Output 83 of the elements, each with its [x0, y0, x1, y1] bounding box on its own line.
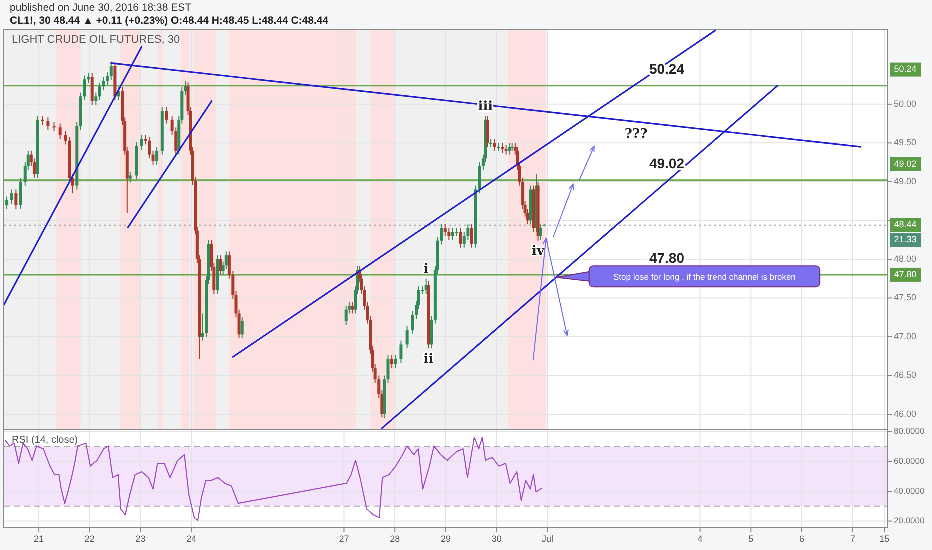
text: 50.24 — [894, 64, 917, 74]
candlestick — [350, 302, 354, 314]
candlestick — [497, 142, 500, 152]
candlestick — [500, 142, 504, 154]
annotation: Stop lose for long , if the trend channel is broken — [614, 272, 796, 282]
text: 49.02 — [894, 158, 917, 169]
x-tick-label: 29 — [440, 534, 451, 544]
candlestick — [64, 131, 68, 146]
x-tick-label: 7 — [850, 534, 856, 544]
candlestick — [411, 310, 414, 334]
candlestick — [508, 142, 512, 156]
candlestick — [52, 122, 56, 132]
ref-line-label: 47.80 — [894, 269, 917, 280]
candlestick — [14, 189, 18, 210]
candlestick — [510, 142, 514, 152]
candlestick — [394, 355, 398, 368]
candlestick — [19, 178, 22, 210]
candlestick — [6, 196, 9, 210]
candlestick — [152, 150, 155, 166]
x-tick-label: 28 — [390, 534, 400, 544]
candlestick — [504, 145, 508, 156]
x-tick-label: 23 — [136, 534, 146, 544]
x-tick-label: 4 — [698, 534, 703, 544]
candlestick — [493, 138, 496, 152]
chart-subtitle: CL1!, 30 48.44 ▲ +0.11 (+0.23%) O:48.44 H:48.45 L:48.44 C:48.44 — [10, 15, 329, 27]
x-tick-label: 22 — [84, 534, 95, 544]
y-tick-label: 49.00 — [894, 176, 917, 186]
text: RSI (14, close) — [12, 435, 78, 446]
y-tick-label: 20.0000 — [894, 516, 925, 526]
x-tick-label: 15 — [880, 534, 890, 544]
candlestick — [94, 92, 98, 106]
candlestick — [406, 326, 409, 350]
candlestick — [400, 340, 403, 364]
x-tick-label: Jul — [542, 534, 554, 544]
candlestick — [444, 224, 447, 237]
candlestick — [165, 107, 168, 124]
annotation: ??? — [624, 126, 648, 142]
candlestick — [41, 116, 44, 126]
candlestick — [10, 189, 14, 205]
text: 47.80 — [649, 250, 685, 266]
text: 21.33 — [894, 234, 917, 245]
line-series — [4, 437, 542, 522]
x-tick-label: 30 — [492, 534, 502, 544]
candlestick — [470, 224, 474, 248]
candlestick — [144, 134, 148, 146]
candlestick — [459, 228, 462, 248]
y-tick-label: 80.0000 — [894, 426, 925, 436]
candlestick — [58, 123, 62, 140]
x-tick-label: 27 — [339, 534, 350, 544]
candlestick — [390, 355, 394, 368]
x-tick-label: 21 — [34, 534, 44, 544]
y-tick-label: 48.00 — [894, 254, 917, 264]
annotation: ii — [424, 352, 434, 367]
candlestick — [128, 171, 132, 184]
y-tick-label: 46.50 — [894, 370, 917, 380]
candlestick — [98, 82, 102, 102]
annotation: iv — [532, 244, 545, 260]
y-tick-label: 47.50 — [894, 292, 917, 303]
ref-line-label: 49.02 — [649, 155, 685, 172]
x-tick-label: 6 — [800, 534, 805, 544]
candlestick — [440, 224, 444, 246]
candlestick — [344, 305, 348, 326]
x-tick-label: 24 — [186, 534, 197, 544]
y-tick-label: 47.00 — [894, 331, 917, 342]
y-tick-label: 50.00 — [894, 98, 917, 109]
ref-line-label: 48.44 — [894, 220, 917, 230]
candlestick — [486, 116, 490, 148]
candlestick — [539, 224, 542, 241]
x-tick-label: 5 — [748, 534, 754, 544]
annotation: i — [424, 262, 429, 278]
candlestick — [140, 134, 144, 151]
candlestick — [148, 136, 151, 160]
candlestick — [102, 76, 106, 91]
y-tick-label: 49.50 — [894, 138, 917, 148]
candlestick — [156, 146, 159, 166]
candlestick — [240, 317, 244, 340]
y-tick-label: 46.00 — [894, 408, 917, 419]
y-tick-label: 60.0000 — [894, 456, 925, 466]
text: published on June 30, 2016 18:38 EST — [10, 2, 192, 14]
chart-title: LIGHT CRUDE OIL FUTURES, 30 — [12, 34, 180, 46]
candlestick — [46, 117, 50, 130]
candlestick — [110, 61, 113, 81]
y-tick-label: 40.0000 — [894, 486, 925, 496]
